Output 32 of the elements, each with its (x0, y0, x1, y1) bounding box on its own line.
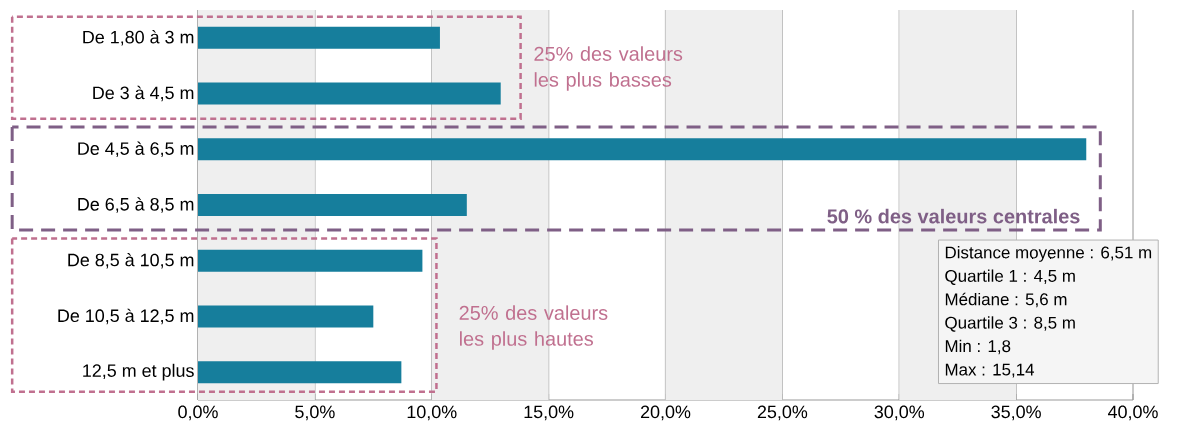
annotation: Max : 15,14 (945, 363, 1035, 378)
x-tick-label: 5,0% (295, 405, 335, 421)
x-tick-label: 35,0% (991, 405, 1041, 421)
x-tick-label: 10,0% (407, 405, 457, 421)
bar (198, 138, 1087, 161)
x-tick-label: 25,0% (757, 405, 808, 421)
annotation: Médiane : 5,6 m (945, 292, 1067, 308)
bar (198, 26, 440, 49)
x-tick-label: 30,0% (874, 405, 925, 421)
y-tick-label: De 1,80 à 3 m (83, 30, 194, 46)
bar (198, 305, 374, 328)
y-tick-label: 12,5 m et plus (83, 363, 194, 381)
x-tick-label: 20,0% (640, 405, 691, 421)
y-tick-label: De 10,5 à 12,5 m (58, 308, 194, 325)
x-tick-label: 40,0% (1107, 405, 1158, 421)
bar (198, 249, 423, 272)
annotation: 50 % des valeurs centrales (827, 208, 1080, 224)
bar (198, 194, 467, 217)
y-tick-label: De 3 à 4,5 m (93, 85, 194, 102)
annotation: Quartile 3 : 8,5 m (945, 316, 1075, 332)
bar (198, 82, 501, 105)
annotation: Min : 1,8 (945, 339, 1011, 355)
annotation: Distance moyenne : 6,51 m (945, 246, 1152, 262)
annotation: 25% des valeurs les plus basses (534, 46, 683, 91)
y-tick-label: De 6,5 à 8,5 m (78, 197, 194, 213)
x-tick-label: 0,0% (178, 405, 218, 421)
annotation: 25% des valeurs les plus hautes (459, 305, 608, 350)
y-tick-label: De 8,5 à 10,5 m (68, 252, 194, 269)
x-tick-label: 15,0% (524, 405, 574, 421)
annotation: Quartile 1 : 4,5 m (945, 269, 1075, 285)
y-tick-label: De 4,5 à 6,5 m (78, 141, 194, 158)
bar (198, 361, 402, 384)
